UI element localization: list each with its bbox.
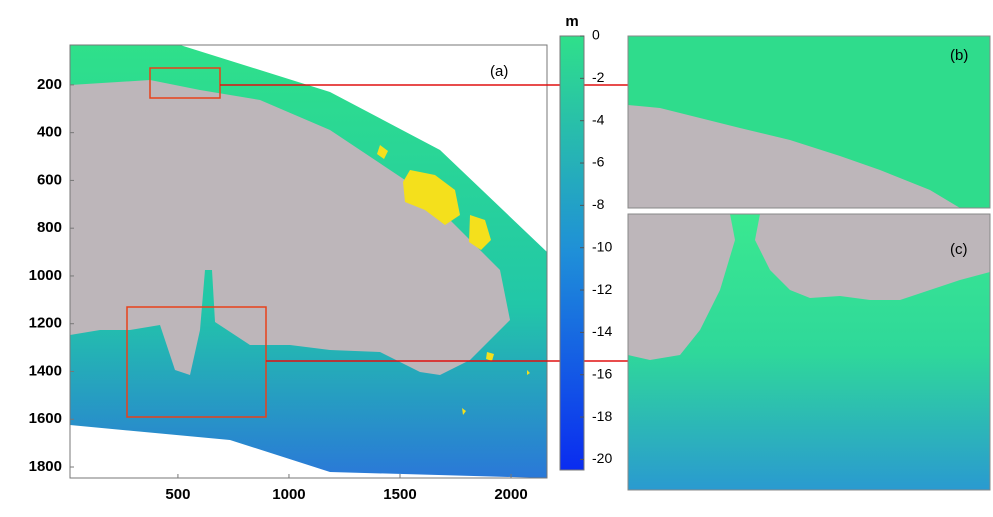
- colorbar-tick-label: 0: [592, 27, 600, 43]
- colorbar-tick-label: -20: [592, 450, 612, 466]
- land: [628, 214, 735, 360]
- land: [70, 80, 510, 375]
- zoom-box: [126, 306, 267, 418]
- y-tick-label: 1000: [29, 267, 62, 284]
- y-tick-label: 1400: [29, 362, 62, 379]
- x-tick-label: 500: [165, 486, 190, 503]
- colorbar-label: m: [565, 13, 578, 30]
- colorbar-tick-label: -2: [592, 69, 605, 85]
- colorbar-tick-label: -4: [592, 111, 605, 127]
- y-tick-label: 800: [37, 219, 62, 236]
- colorbar-tick-label: -8: [592, 196, 605, 212]
- map-b: [627, 35, 991, 209]
- colorbar-tick-label: -12: [592, 281, 612, 297]
- y-tick-label: 600: [37, 171, 62, 188]
- y-tick-label: 1600: [29, 410, 62, 427]
- zoom-box: [149, 67, 221, 99]
- land: [755, 214, 990, 300]
- map-a: [69, 44, 628, 479]
- panel-label: (a): [490, 63, 508, 80]
- colorbar-tick-label: -10: [592, 238, 612, 254]
- colorbar-tick-label: -6: [592, 154, 605, 170]
- panel-label: (b): [950, 47, 968, 64]
- colorbar-tick-label: -14: [592, 323, 612, 339]
- y-tick-label: 1800: [29, 458, 62, 475]
- x-tick-label: 1000: [272, 486, 305, 503]
- highlight: [377, 145, 530, 415]
- y-tick-label: 200: [37, 76, 62, 93]
- x-tick-label: 1500: [383, 486, 416, 503]
- colorbar-tick-label: -18: [592, 408, 612, 424]
- colorbar: [559, 35, 585, 471]
- land: [628, 105, 960, 208]
- map-c: [627, 213, 991, 491]
- colorbar-tick-label: -16: [592, 365, 612, 381]
- y-tick-label: 400: [37, 124, 62, 141]
- x-tick-label: 2000: [494, 486, 527, 503]
- y-tick-label: 1200: [29, 315, 62, 332]
- panel-label: (c): [950, 241, 968, 258]
